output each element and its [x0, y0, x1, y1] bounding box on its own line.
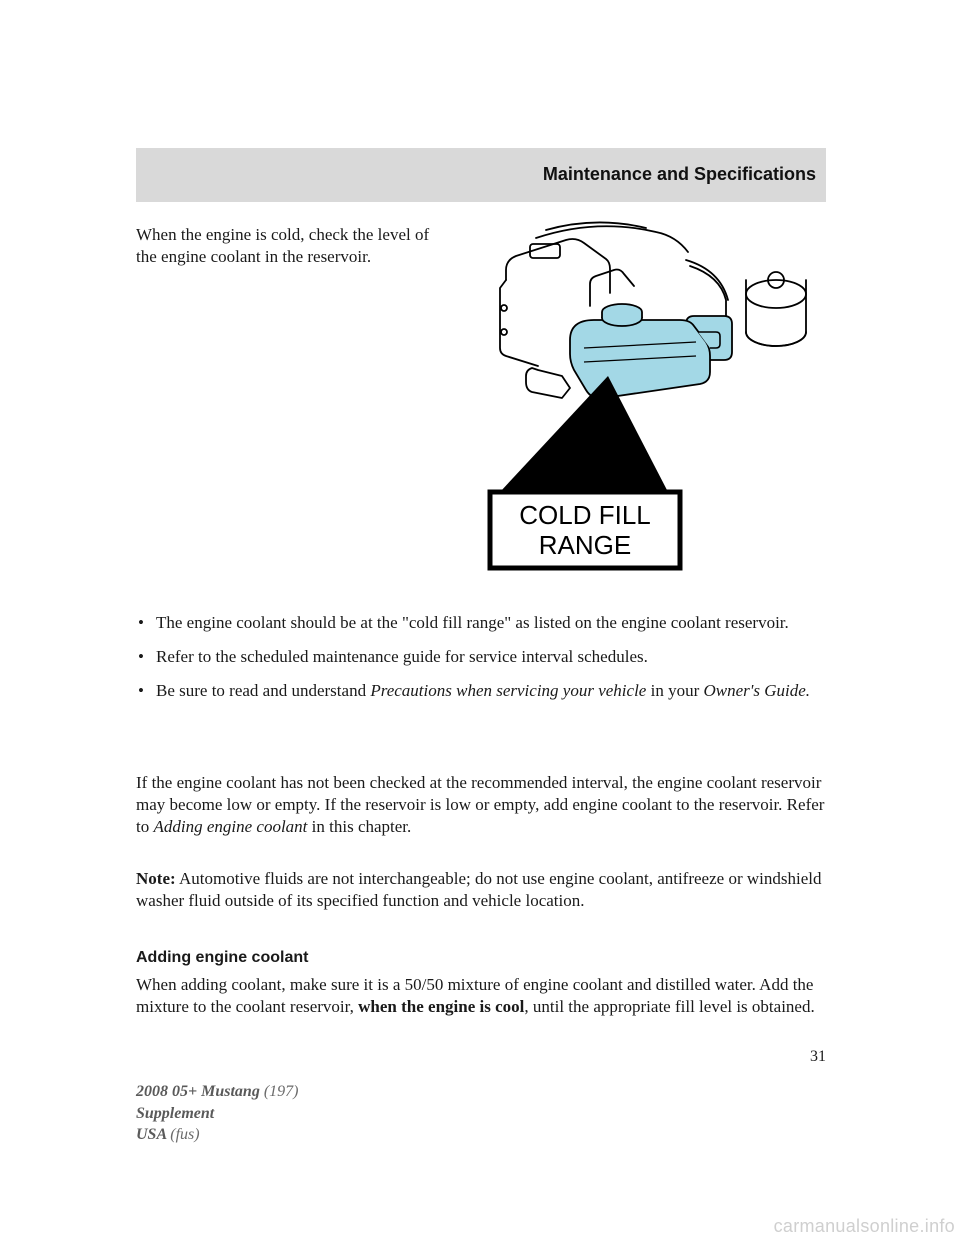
- bullet-item-3: Be sure to read and understand Precautio…: [136, 680, 826, 702]
- bullet-list: The engine coolant should be at the "col…: [136, 612, 826, 713]
- para2c: , until the appropriate fill level is ob…: [524, 997, 814, 1016]
- bullet-item-2: Refer to the scheduled maintenance guide…: [136, 646, 826, 668]
- page: Maintenance and Specifications When the …: [0, 0, 960, 1242]
- note-text: Automotive fluids are not interchangeabl…: [136, 869, 821, 910]
- intro-paragraph: When the engine is cold, check the level…: [136, 224, 436, 268]
- bullet-text-1: The engine coolant should be at the "col…: [156, 613, 789, 632]
- bullet-text-2: Refer to the scheduled maintenance guide…: [156, 647, 648, 666]
- para1c: in this chapter.: [307, 817, 411, 836]
- cold-fill-line1: COLD FILL: [519, 500, 651, 530]
- para2b: when the engine is cool: [358, 997, 524, 1016]
- section-title: Maintenance and Specifications: [543, 164, 816, 185]
- footer: 2008 05+ Mustang (197) Supplement USA (f…: [136, 1081, 298, 1146]
- footer-3a: USA: [136, 1126, 170, 1143]
- footer-1b: (197): [264, 1083, 299, 1100]
- cold-fill-line2: RANGE: [539, 530, 631, 560]
- note-label: Note:: [136, 869, 176, 888]
- footer-line-3: USA (fus): [136, 1124, 298, 1146]
- footer-line-1: 2008 05+ Mustang (197): [136, 1081, 298, 1103]
- bullet-text-3b: Precautions when servicing your vehicle: [370, 681, 646, 700]
- subheading-adding-coolant: Adding engine coolant: [136, 948, 826, 969]
- footer-1a: 2008 05+ Mustang: [136, 1083, 264, 1100]
- bullet-text-3a: Be sure to read and understand: [156, 681, 370, 700]
- para1b: Adding engine coolant: [153, 817, 307, 836]
- paragraph-2: When adding coolant, make sure it is a 5…: [136, 974, 826, 1018]
- bullet-item-1: The engine coolant should be at the "col…: [136, 612, 826, 634]
- bullet-text-3d: Owner's Guide.: [703, 681, 810, 700]
- paragraph-1: If the engine coolant has not been check…: [136, 772, 826, 838]
- bullet-text-3c: in your: [646, 681, 703, 700]
- note-paragraph: Note: Automotive fluids are not intercha…: [136, 868, 826, 912]
- watermark: carmanualsonline.info: [774, 1216, 955, 1237]
- footer-line-2: Supplement: [136, 1103, 298, 1125]
- cold-fill-label-box: COLD FILL RANGE: [490, 492, 680, 568]
- page-number: 31: [136, 1048, 826, 1066]
- engine-coolant-figure: COLD FILL RANGE: [446, 220, 826, 580]
- footer-3b: (fus): [170, 1126, 199, 1143]
- section-header-bar: Maintenance and Specifications: [136, 148, 826, 202]
